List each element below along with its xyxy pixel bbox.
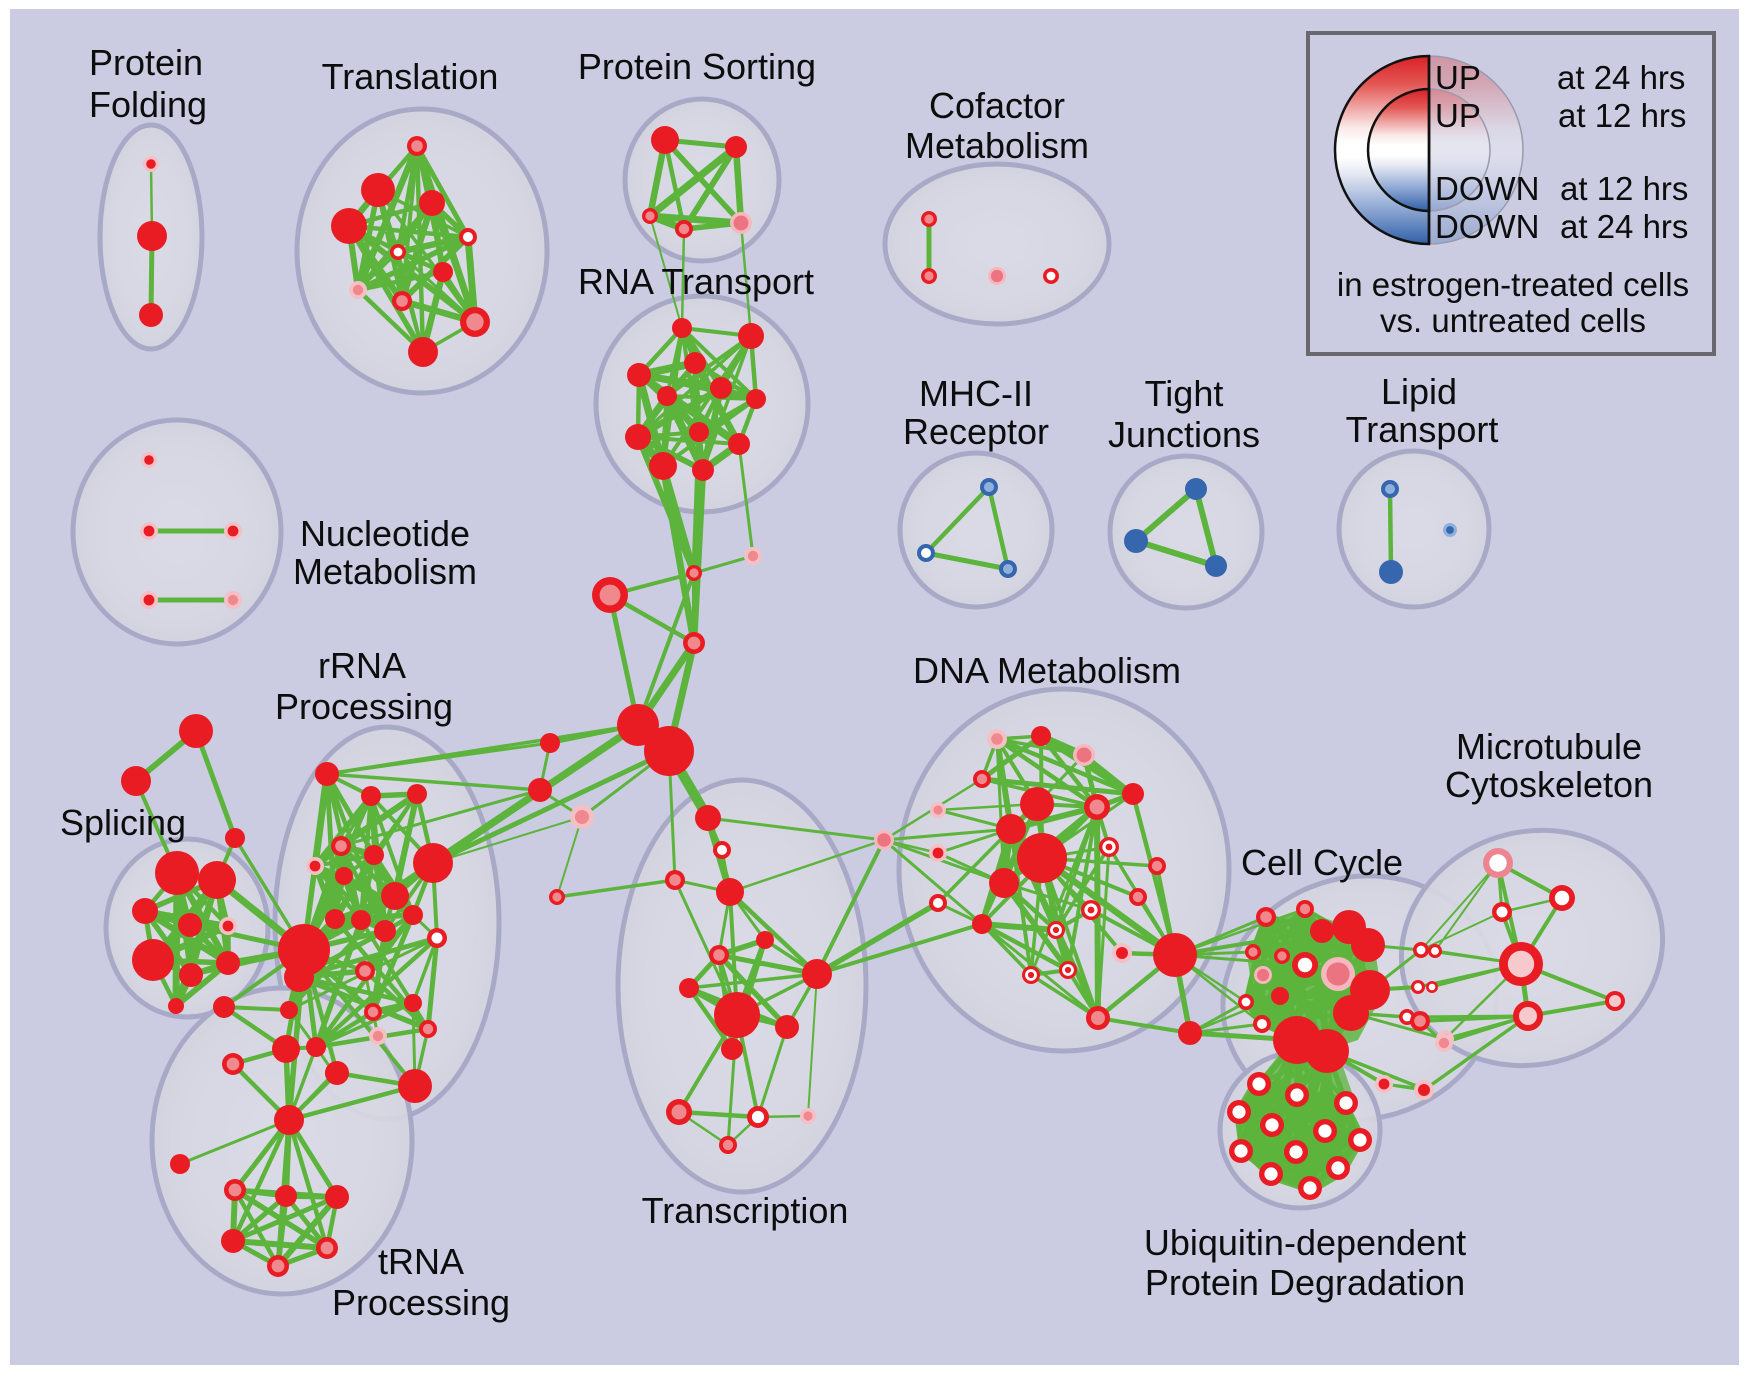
svg-text:UP: UP [1435, 59, 1481, 96]
svg-text:Ubiquitin-dependent: Ubiquitin-dependent [1144, 1222, 1466, 1263]
svg-text:Microtubule: Microtubule [1456, 726, 1642, 767]
svg-text:at 24 hrs: at 24 hrs [1560, 208, 1688, 245]
svg-text:Lipid: Lipid [1381, 371, 1457, 412]
svg-text:Metabolism: Metabolism [905, 125, 1089, 166]
svg-text:MHC-II: MHC-II [919, 373, 1033, 414]
svg-text:Protein: Protein [89, 42, 203, 83]
svg-text:Receptor: Receptor [903, 411, 1049, 452]
svg-text:Tight: Tight [1145, 373, 1224, 414]
svg-text:Nucleotide: Nucleotide [300, 513, 470, 554]
svg-text:Junctions: Junctions [1108, 414, 1260, 455]
svg-text:UP: UP [1435, 97, 1481, 134]
svg-text:vs. untreated cells: vs. untreated cells [1380, 302, 1646, 339]
svg-text:Processing: Processing [275, 686, 453, 727]
svg-text:Cofactor: Cofactor [929, 85, 1065, 126]
svg-text:in estrogen-treated cells: in estrogen-treated cells [1337, 266, 1689, 303]
svg-text:Metabolism: Metabolism [293, 551, 477, 592]
svg-text:Folding: Folding [89, 84, 207, 125]
svg-text:Protein Sorting: Protein Sorting [578, 46, 816, 87]
svg-text:DOWN: DOWN [1435, 208, 1539, 245]
svg-text:DOWN: DOWN [1435, 170, 1539, 207]
svg-text:DNA Metabolism: DNA Metabolism [913, 650, 1181, 691]
svg-text:at 24 hrs: at 24 hrs [1557, 59, 1685, 96]
svg-text:RNA Transport: RNA Transport [578, 261, 814, 302]
svg-text:Protein Degradation: Protein Degradation [1145, 1262, 1465, 1303]
svg-text:Transcription: Transcription [642, 1190, 849, 1231]
svg-text:rRNA: rRNA [318, 645, 406, 686]
svg-text:at 12 hrs: at 12 hrs [1560, 170, 1688, 207]
svg-text:Translation: Translation [322, 56, 499, 97]
svg-text:Splicing: Splicing [60, 802, 186, 843]
svg-text:at 12 hrs: at 12 hrs [1558, 97, 1686, 134]
svg-text:Processing: Processing [332, 1282, 510, 1323]
svg-text:Transport: Transport [1346, 409, 1499, 450]
svg-text:tRNA: tRNA [378, 1241, 464, 1282]
svg-text:Cell Cycle: Cell Cycle [1241, 842, 1403, 883]
svg-text:Cytoskeleton: Cytoskeleton [1445, 764, 1653, 805]
